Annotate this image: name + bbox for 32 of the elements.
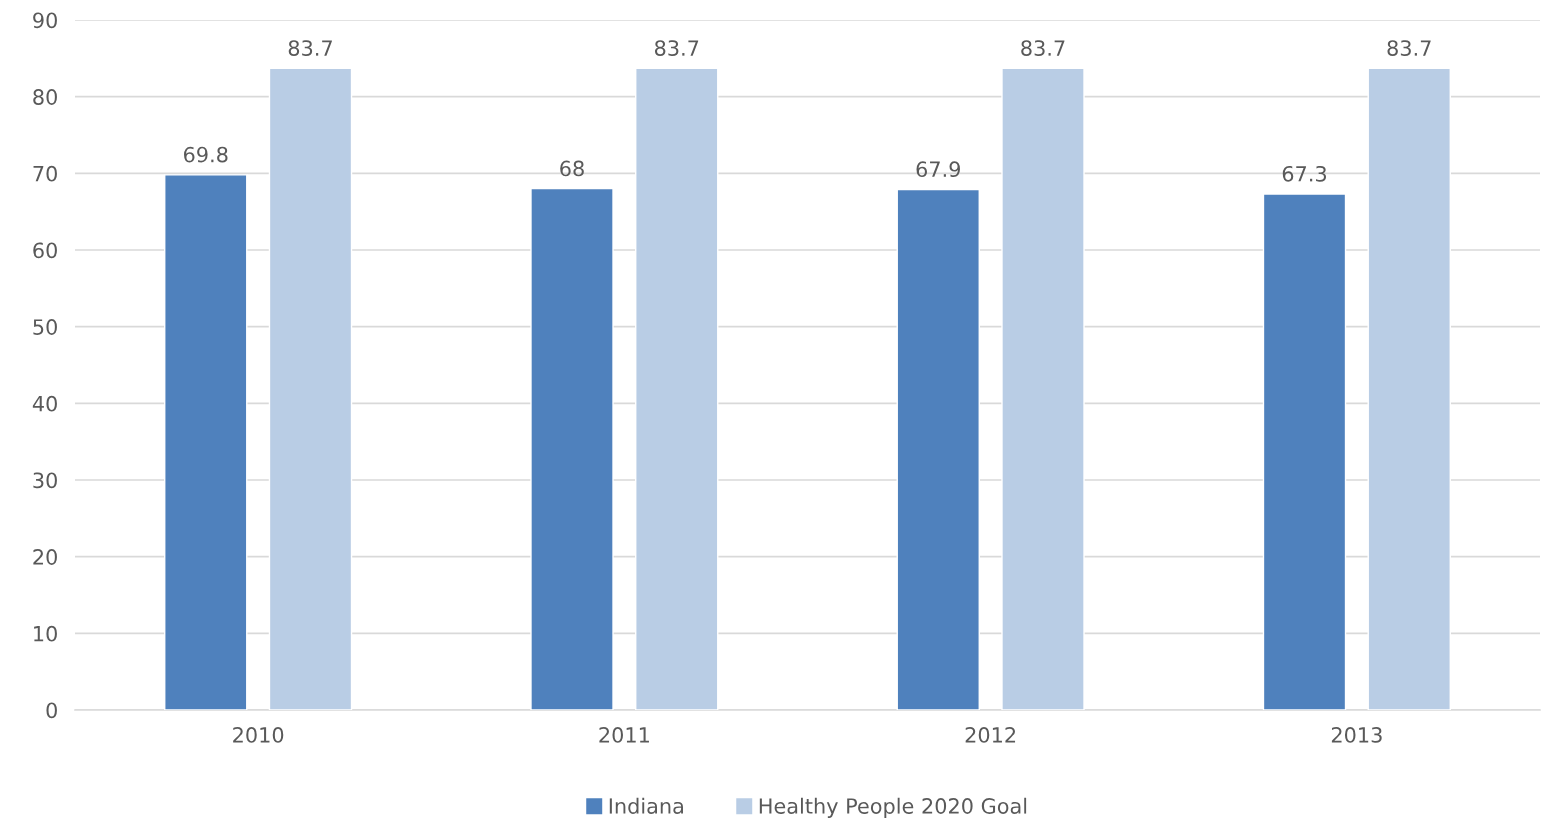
data-label: 83.7 xyxy=(654,40,699,56)
data-label: 67.3 xyxy=(1282,165,1327,182)
bar xyxy=(635,67,719,710)
x-tick-label: 2012 xyxy=(965,727,1016,743)
y-tick-label: 70 xyxy=(33,165,57,182)
x-tick-label: 2010 xyxy=(233,727,284,743)
y-tick-label: 20 xyxy=(33,549,57,565)
bar xyxy=(164,174,248,710)
data-label: 69.8 xyxy=(184,146,228,163)
data-label: 83.7 xyxy=(1021,40,1065,56)
bar xyxy=(896,188,980,710)
data-label: 67.9 xyxy=(916,161,960,178)
y-tick-label: 40 xyxy=(32,395,57,412)
data-label: 68 xyxy=(560,160,584,177)
y-tick-label: 60 xyxy=(33,242,57,259)
x-tick-label: 2011 xyxy=(599,727,649,743)
bar xyxy=(1367,67,1451,710)
y-tick-label: 10 xyxy=(34,625,57,642)
data-label: 83.7 xyxy=(288,40,332,56)
legend-label: Healthy People 2020 Goal xyxy=(759,797,1027,818)
x-tick-label: 2013 xyxy=(1331,727,1382,743)
bar xyxy=(530,187,614,710)
y-tick-label: 80 xyxy=(33,89,57,105)
legend-label: Indiana xyxy=(609,797,683,814)
bar xyxy=(1001,67,1085,710)
data-label: 83.7 xyxy=(1387,40,1431,56)
bar xyxy=(1262,193,1347,710)
y-tick-label: 50 xyxy=(33,319,57,335)
y-tick-label: 90 xyxy=(33,12,57,29)
y-tick-label: 30 xyxy=(33,472,57,489)
bar xyxy=(268,67,353,710)
y-tick-label: 0 xyxy=(46,702,57,719)
